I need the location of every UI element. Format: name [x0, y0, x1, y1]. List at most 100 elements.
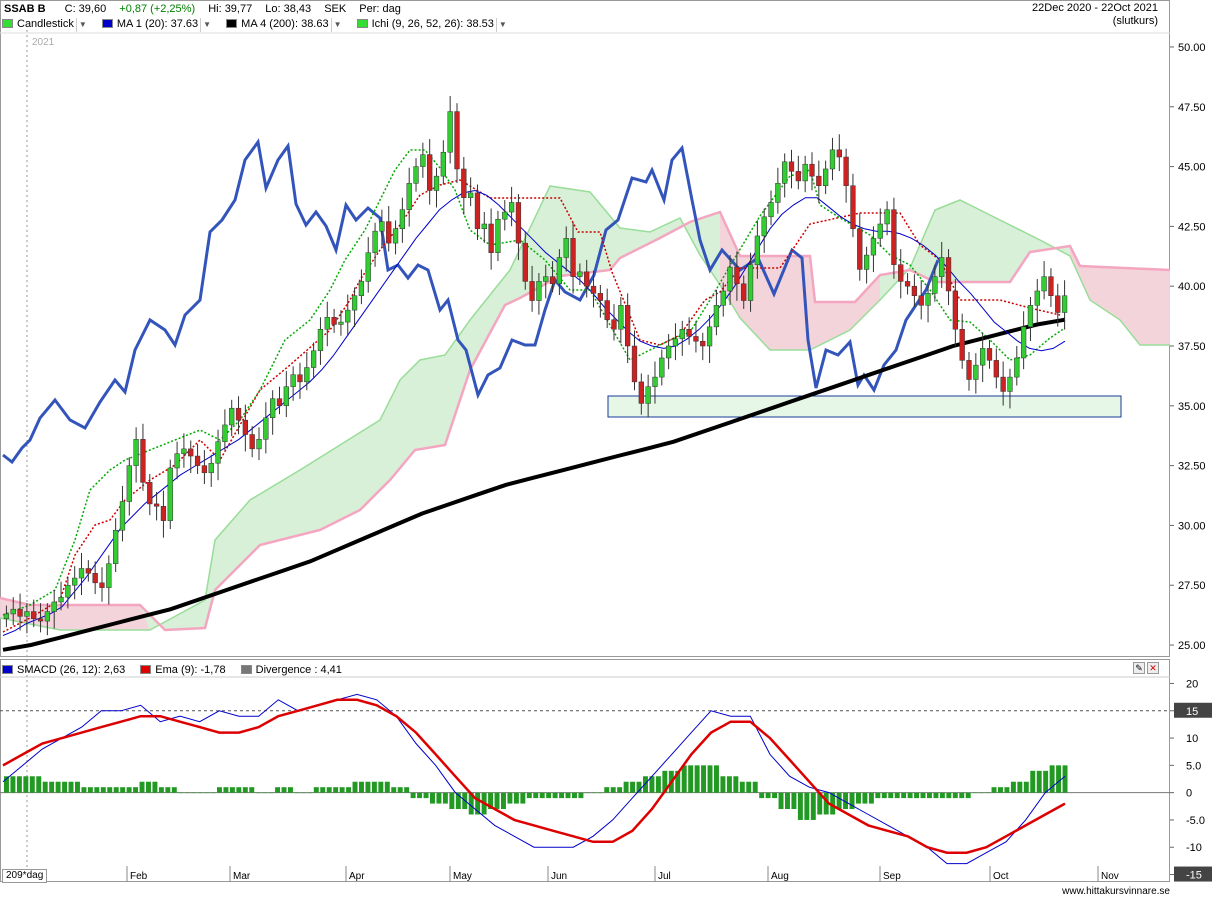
candle-up: [174, 453, 180, 469]
candle-up: [399, 209, 406, 230]
candle-up: [720, 290, 726, 306]
divergence-bar: [23, 776, 29, 793]
legend-ichimoku[interactable]: Ichi (9, 26, 52, 26): 38.53 ▼: [356, 17, 507, 32]
chevron-down-icon[interactable]: ▼: [330, 18, 342, 32]
divergence-bar: [1062, 765, 1068, 793]
divergence-bar: [843, 792, 849, 810]
candle-down: [816, 175, 822, 186]
legend-swatch: [2, 19, 13, 28]
candle-up: [1020, 326, 1027, 359]
divergence-bar: [152, 781, 158, 793]
divergence-bar: [791, 792, 797, 810]
candle-up: [1027, 305, 1034, 328]
candle-up: [870, 238, 877, 256]
divergence-bar: [468, 792, 474, 815]
divergence-bar: [720, 776, 726, 793]
candle-up: [980, 348, 986, 366]
candle-down: [809, 163, 815, 177]
macd-y-tick-label: -15: [1186, 870, 1202, 882]
divergence-bar: [371, 781, 377, 793]
divergence-bar: [507, 792, 513, 804]
divergence-bar: [610, 787, 616, 793]
legend-divergence[interactable]: Divergence : 4,41: [240, 663, 342, 677]
divergence-bar: [184, 792, 190, 794]
macd-y-tick-label: -10: [1186, 842, 1202, 854]
candle-up: [884, 209, 890, 225]
support-box: [607, 395, 1122, 418]
macd-frame: [0, 659, 1170, 882]
x-tick-label: Nov: [1101, 871, 1119, 882]
candle-up: [747, 264, 754, 301]
year-label: 2021: [32, 37, 55, 48]
macd-y-tick-label: 0: [1186, 788, 1192, 800]
divergence-histogram: [4, 765, 1068, 820]
candle-up: [468, 192, 474, 198]
close-icon[interactable]: ✕: [1147, 662, 1159, 674]
candle-down: [160, 506, 167, 521]
divergence-bar: [165, 787, 171, 793]
divergence-bar: [1004, 787, 1010, 793]
legend-label: Ema (9): -1,78: [155, 664, 226, 676]
divergence-bar: [894, 792, 900, 799]
senkou-span-a: [0, 185, 1170, 631]
divergence-bar: [49, 781, 55, 793]
divergence-bar: [391, 787, 397, 793]
candle-down: [454, 111, 460, 170]
divergence-bar: [442, 792, 448, 804]
divergence-bar: [604, 787, 610, 793]
candle-up: [3, 613, 10, 619]
legend-smacd[interactable]: SMACD (26, 12): 2,63: [2, 663, 125, 677]
candle-down: [92, 573, 98, 584]
divergence-bar: [1017, 781, 1023, 793]
divergence-bar: [94, 787, 100, 793]
divergence-bar: [927, 792, 932, 799]
divergence-bar: [655, 776, 661, 793]
legend-ema[interactable]: Ema (9): -1,78: [140, 663, 226, 677]
chevron-down-icon[interactable]: ▼: [75, 18, 87, 32]
candle-down: [31, 611, 37, 619]
candle-down: [836, 149, 842, 158]
candle-up: [365, 252, 371, 282]
divergence-bar: [178, 792, 184, 794]
candle-up: [133, 439, 139, 466]
divergence-bar: [204, 792, 210, 794]
x-tick-label: Sep: [883, 871, 901, 882]
chevron-down-icon[interactable]: ▼: [200, 18, 211, 32]
divergence-bar: [210, 792, 216, 794]
divergence-bar: [417, 792, 423, 799]
divergence-bar: [36, 776, 42, 793]
divergence-bar: [113, 787, 119, 793]
candle-up: [208, 462, 214, 474]
wrench-icon[interactable]: ✎: [1133, 662, 1145, 674]
divergence-bar: [262, 792, 268, 794]
candle-down: [529, 281, 535, 301]
legend-candlestick[interactable]: Candlestick ▼: [2, 17, 87, 32]
divergence-bar: [862, 792, 868, 804]
candle-down: [153, 503, 160, 507]
candle-up: [290, 374, 296, 387]
legend-label: Ichi (9, 26, 52, 26): 38.53: [371, 18, 494, 30]
legend-label: MA 1 (20): 37.63: [116, 18, 199, 30]
divergence-bar: [591, 792, 597, 794]
candle-down: [474, 192, 481, 230]
y-tick-label: 35.00: [1178, 401, 1206, 413]
divergence-bar: [739, 781, 745, 793]
chevron-down-icon[interactable]: ▼: [495, 18, 507, 32]
divergence-bar: [1043, 770, 1049, 793]
legend-ma200[interactable]: MA 4 (200): 38.63 ▼: [226, 17, 342, 32]
legend-ma20[interactable]: MA 1 (20): 37.63 ▼: [101, 17, 211, 32]
candle-down: [1055, 295, 1061, 313]
candle-down: [522, 242, 528, 282]
candle-up: [665, 345, 672, 359]
candle-up: [51, 601, 57, 612]
divergence-bar: [126, 787, 132, 793]
divergence-bar: [436, 792, 442, 804]
divergence-bar: [920, 792, 926, 799]
high-price: Hi: 39,77: [208, 3, 253, 15]
candle-down: [986, 348, 993, 361]
x-tick-label: May: [453, 871, 472, 882]
divergence-bar: [268, 792, 274, 794]
divergence-bar: [578, 792, 584, 799]
footer-url[interactable]: www.hittakursvinnare.se: [1062, 886, 1170, 897]
divergence-bar: [991, 787, 997, 793]
